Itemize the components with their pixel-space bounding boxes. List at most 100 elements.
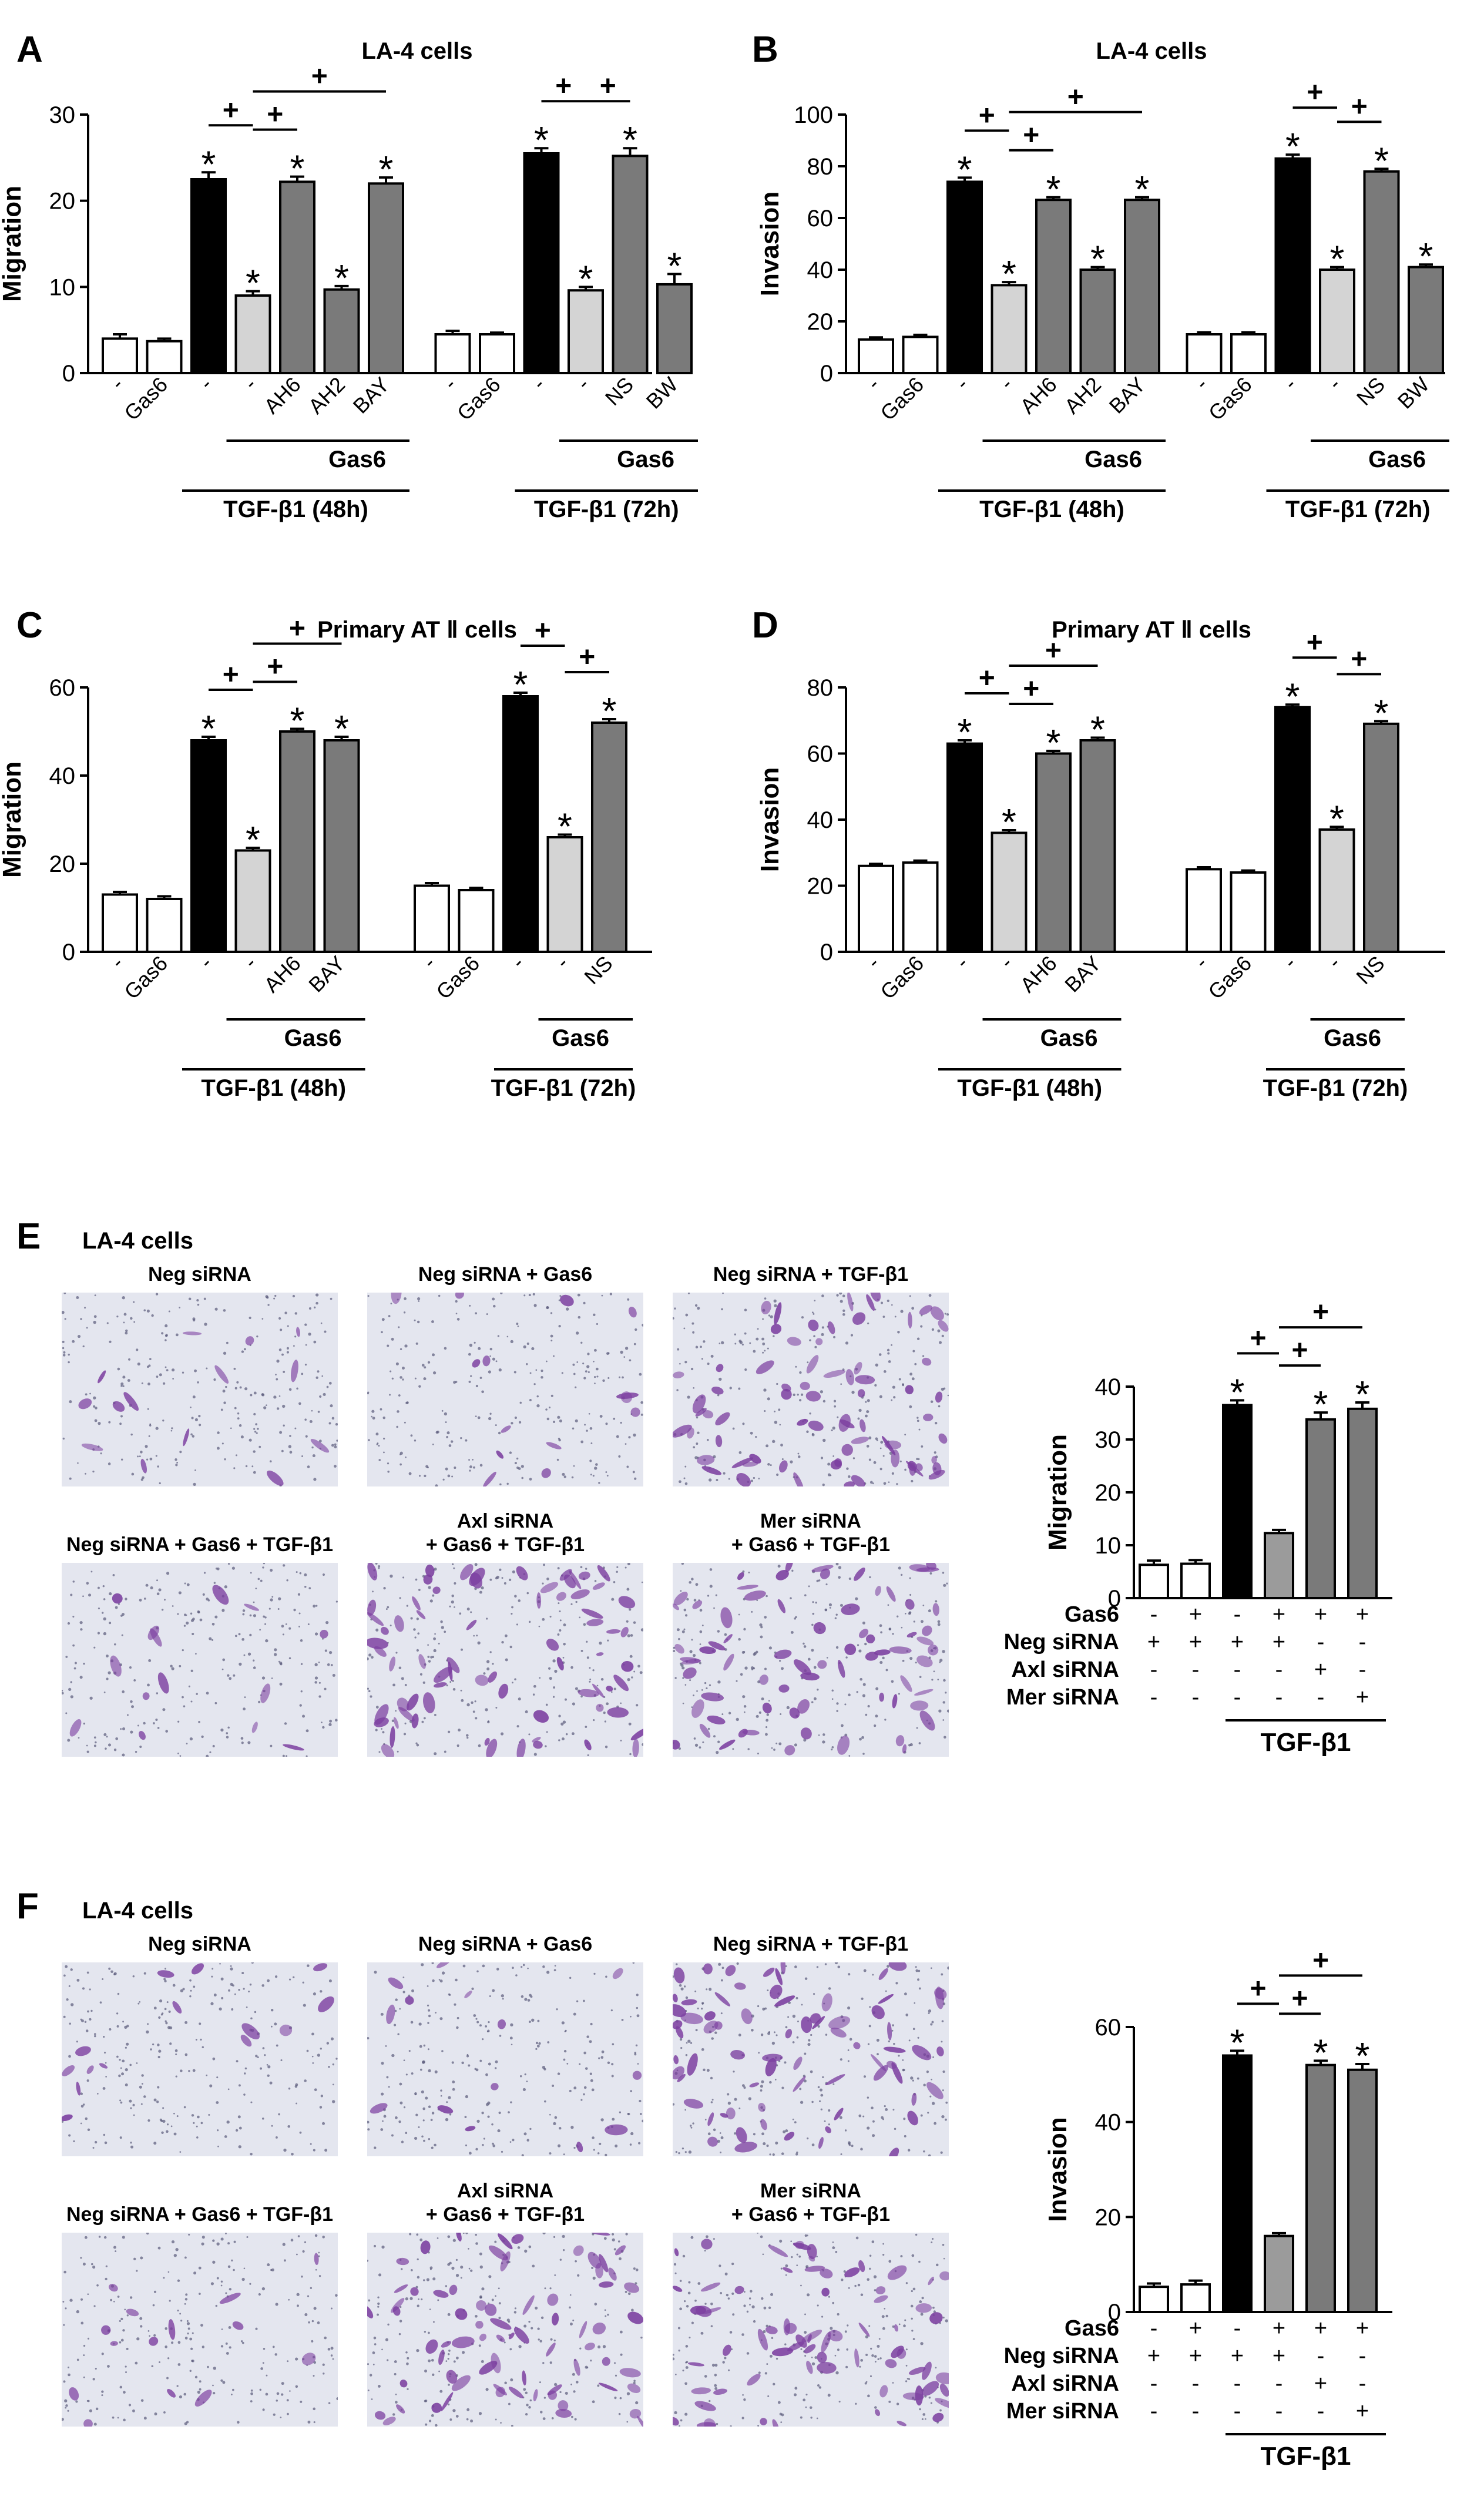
membrane-pore: [501, 2150, 503, 2153]
migrated-cell: [930, 1306, 944, 1321]
migrated-cell: [410, 2287, 419, 2296]
membrane-pore: [797, 1394, 799, 1396]
migrated-cell: [821, 2331, 831, 2353]
membrane-pore: [257, 1578, 260, 1580]
membrane-pore: [616, 1571, 618, 1573]
significance-asterisk: *: [202, 143, 216, 185]
membrane-pore: [676, 1963, 678, 1965]
membrane-pore: [193, 1319, 196, 1322]
migrated-cell: [821, 1993, 832, 2012]
membrane-pore: [697, 2007, 699, 2009]
membrane-pore: [559, 1420, 562, 1423]
membrane-pore: [713, 1735, 716, 1738]
membrane-pore: [932, 2306, 935, 2309]
membrane-pore: [318, 1661, 320, 1663]
membrane-pore: [794, 2393, 797, 2397]
membrane-pore: [719, 1377, 722, 1381]
membrane-pore: [226, 1736, 229, 1739]
membrane-pore: [299, 1704, 302, 1707]
membrane-pore: [402, 1976, 405, 1978]
migrated-cell: [78, 1398, 92, 1410]
membrane-pore: [382, 2120, 384, 2122]
membrane-pore: [382, 1731, 385, 1734]
membrane-pore: [203, 1297, 206, 1300]
membrane-pore: [486, 1667, 490, 1671]
membrane-pore: [769, 2080, 772, 2084]
membrane-pore: [261, 1393, 265, 1397]
membrane-pore: [72, 1580, 75, 1583]
membrane-pore: [571, 1732, 575, 1736]
migrated-cell: [734, 2286, 744, 2294]
membrane-pore: [146, 2030, 149, 2034]
membrane-pore: [469, 1343, 473, 1347]
migrated-cell: [923, 1414, 934, 1421]
membrane-pore: [193, 2271, 197, 2275]
micrograph-label: Neg siRNA + Gas6 + TGF-β1: [66, 1533, 333, 1556]
membrane-pore: [504, 2381, 507, 2384]
migrated-cell: [909, 1462, 916, 1476]
membrane-pore: [879, 1447, 882, 1449]
membrane-pore: [718, 1962, 721, 1966]
membrane-pore: [879, 1395, 882, 1398]
micrograph-label: Neg siRNA: [148, 1263, 251, 1286]
membrane-pore: [147, 1683, 150, 1687]
membrane-pore: [526, 2080, 528, 2083]
membrane-pore: [679, 1984, 682, 1987]
membrane-pore: [155, 1427, 159, 1430]
membrane-pore: [270, 1569, 273, 1572]
treatment-sign: +: [1314, 2371, 1327, 2396]
membrane-pore: [183, 1705, 186, 1707]
membrane-pore: [251, 1465, 254, 1468]
category-label: Gas6: [431, 951, 484, 1004]
membrane-pore: [470, 2269, 473, 2272]
membrane-pore: [683, 1628, 686, 1630]
membrane-pore: [892, 2325, 895, 2328]
membrane-pore: [485, 2103, 489, 2106]
membrane-pore: [753, 2133, 756, 2136]
membrane-pore: [835, 1613, 838, 1616]
membrane-pore: [321, 1375, 324, 1377]
category-label: AH6: [259, 951, 305, 998]
membrane-pore: [523, 1294, 526, 1297]
y-axis-label-c: Migration: [0, 761, 26, 878]
membrane-pore: [434, 1752, 437, 1756]
membrane-pore: [86, 1744, 88, 1747]
membrane-pore: [525, 1710, 528, 1713]
bar: [991, 284, 1028, 374]
membrane-pore: [196, 2136, 199, 2139]
membrane-pore: [79, 1621, 83, 1625]
membrane-pore: [518, 1599, 521, 1602]
membrane-pore: [63, 2015, 66, 2018]
membrane-pore: [414, 1636, 417, 1639]
category-label: -: [239, 951, 261, 973]
membrane-pore: [847, 2006, 851, 2010]
grouping-label: TGF-β1 (48h): [979, 496, 1124, 522]
membrane-pore: [934, 2122, 936, 2125]
migrated-cell: [749, 1454, 761, 1464]
panel-letter-b: B: [752, 29, 778, 70]
membrane-pore: [791, 1569, 794, 1572]
treatment-sign: -: [1150, 1602, 1158, 1627]
migrated-cell: [76, 2082, 81, 2096]
migrated-cell: [596, 1652, 604, 1656]
membrane-pore: [97, 1632, 100, 1635]
membrane-pore: [335, 1422, 338, 1426]
membrane-pore: [804, 2052, 807, 2055]
membrane-pore: [179, 1755, 182, 1757]
membrane-pore: [920, 2114, 923, 2117]
bar: [434, 333, 471, 374]
membrane-pore: [630, 2015, 632, 2018]
membrane-pore: [84, 2236, 88, 2239]
migrated-cell: [673, 1424, 692, 1438]
membrane-pore: [304, 1585, 307, 1588]
membrane-pore: [476, 2119, 480, 2123]
membrane-pore: [125, 2046, 127, 2049]
category-label: BAY: [348, 373, 394, 418]
migrated-cell: [267, 1470, 284, 1486]
membrane-pore: [611, 2075, 614, 2078]
migrated-cell: [935, 2398, 949, 2409]
migrated-cell: [749, 2082, 760, 2088]
membrane-pore: [878, 2338, 881, 2340]
comparison-plus: +: [223, 95, 239, 126]
